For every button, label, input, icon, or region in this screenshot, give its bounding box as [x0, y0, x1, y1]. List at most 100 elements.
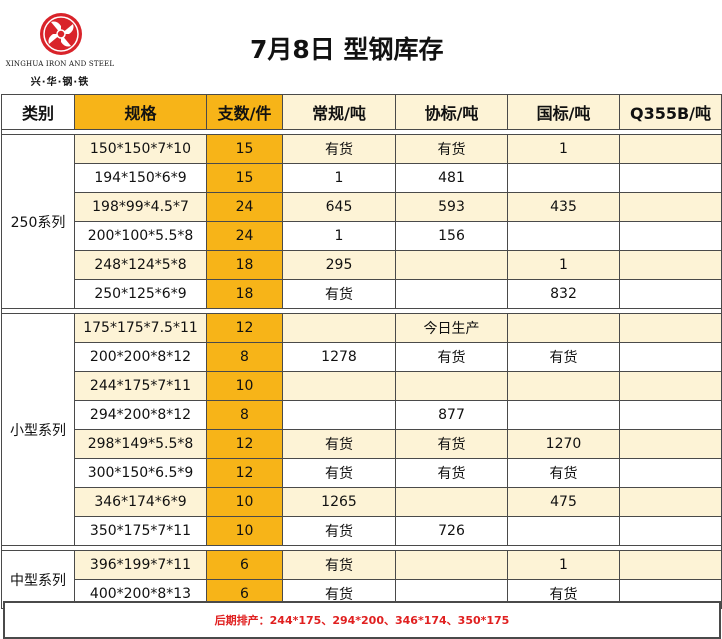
- national-cell: 435: [507, 192, 620, 222]
- table-row: 小型系列 175*175*7.5*11 12 今日生产: [1, 313, 722, 546]
- regular-cell: 有货: [282, 134, 396, 164]
- national-cell: [507, 516, 620, 546]
- association-cell: 今日生产: [395, 313, 508, 343]
- count-cell: 12: [206, 313, 283, 343]
- count-cell: 6: [206, 550, 283, 580]
- table-row: 248*124*5*8 18 295 1: [2, 250, 722, 280]
- national-cell: [507, 221, 620, 251]
- national-cell: 475: [507, 487, 620, 517]
- table-row: 194*150*6*9 15 1 481: [2, 163, 722, 193]
- category-cell: 小型系列: [1, 313, 75, 546]
- national-cell: 832: [507, 279, 620, 309]
- count-cell: 8: [206, 400, 283, 430]
- count-cell: 12: [206, 458, 283, 488]
- company-logo: XINGHUA IRON AND STEEL 兴·华·钢·铁: [2, 4, 118, 90]
- count-cell: 15: [206, 134, 283, 164]
- column-header-regular: 常规/吨: [282, 94, 396, 130]
- q355b-cell: [619, 163, 722, 193]
- association-cell: 有货: [395, 342, 508, 372]
- regular-cell: 1278: [282, 342, 396, 372]
- table-row: 298*149*5.5*8 12 有货 有货 1270: [2, 429, 722, 459]
- q355b-cell: [619, 550, 722, 580]
- q355b-cell: [619, 279, 722, 309]
- spec-cell: 200*200*8*12: [74, 342, 207, 372]
- spec-cell: 346*174*6*9: [74, 487, 207, 517]
- association-cell: 156: [395, 221, 508, 251]
- count-cell: 18: [206, 279, 283, 309]
- count-cell: 15: [206, 163, 283, 193]
- spec-cell: 350*175*7*11: [74, 516, 207, 546]
- count-cell: 24: [206, 221, 283, 251]
- regular-cell: [282, 371, 396, 401]
- spec-cell: 298*149*5.5*8: [74, 429, 207, 459]
- table-row: 244*175*7*11 10: [2, 371, 722, 401]
- regular-cell: [282, 313, 396, 343]
- regular-cell: 有货: [282, 458, 396, 488]
- category-cell: 中型系列: [1, 550, 75, 609]
- spec-cell: 175*175*7.5*11: [74, 313, 207, 343]
- national-cell: 1: [507, 250, 620, 280]
- association-cell: [395, 550, 508, 580]
- q355b-cell: [619, 192, 722, 222]
- regular-cell: 有货: [282, 279, 396, 309]
- logo-english-name: XINGHUA IRON AND STEEL: [5, 60, 115, 68]
- regular-cell: 1: [282, 221, 396, 251]
- column-header-national: 国标/吨: [507, 94, 620, 130]
- q355b-cell: [619, 516, 722, 546]
- table-row: 294*200*8*12 8 877: [2, 400, 722, 430]
- spec-cell: 250*125*6*9: [74, 279, 207, 309]
- national-cell: 有货: [507, 458, 620, 488]
- national-cell: 有货: [507, 342, 620, 372]
- table-row: 250系列 150*150*7*10 15 有货 有货 1: [1, 134, 722, 309]
- q355b-cell: [619, 342, 722, 372]
- association-cell: 有货: [395, 429, 508, 459]
- table-header-row: 类别 规格 支数/件 常规/吨 协标/吨 国标/吨 Q355B/吨: [1, 94, 722, 130]
- column-header-category: 类别: [1, 94, 75, 130]
- regular-cell: 有货: [282, 516, 396, 546]
- national-cell: [507, 313, 620, 343]
- spec-cell: 396*199*7*11: [74, 550, 207, 580]
- table-row: 198*99*4.5*7 24 645 593 435: [2, 192, 722, 222]
- regular-cell: 1: [282, 163, 396, 193]
- table-row: 250*125*6*9 18 有货 832: [2, 279, 722, 309]
- spec-cell: 194*150*6*9: [74, 163, 207, 193]
- regular-cell: 645: [282, 192, 396, 222]
- table-row: 346*174*6*9 10 1265 475: [2, 487, 722, 517]
- table-row: 350*175*7*11 10 有货 726: [2, 516, 722, 546]
- column-header-spec: 规格: [74, 94, 207, 130]
- count-cell: 10: [206, 487, 283, 517]
- footer-note-box: 后期排产：244*175、294*200、346*174、350*175: [3, 601, 721, 639]
- count-cell: 24: [206, 192, 283, 222]
- count-cell: 10: [206, 371, 283, 401]
- q355b-cell: [619, 313, 722, 343]
- table-row: 中型系列 396*199*7*11 6 有货 1: [1, 550, 722, 609]
- association-cell: 877: [395, 400, 508, 430]
- spec-cell: 248*124*5*8: [74, 250, 207, 280]
- future-production-note: 后期排产：244*175、294*200、346*174、350*175: [214, 614, 510, 627]
- spec-cell: 150*150*7*10: [74, 134, 207, 164]
- national-cell: [507, 371, 620, 401]
- national-cell: [507, 163, 620, 193]
- association-cell: [395, 250, 508, 280]
- regular-cell: 1265: [282, 487, 396, 517]
- association-cell: [395, 371, 508, 401]
- national-cell: 1270: [507, 429, 620, 459]
- q355b-cell: [619, 371, 722, 401]
- count-cell: 10: [206, 516, 283, 546]
- q355b-cell: [619, 429, 722, 459]
- category-cell: 250系列: [1, 134, 75, 309]
- count-cell: 18: [206, 250, 283, 280]
- regular-cell: 295: [282, 250, 396, 280]
- association-cell: [395, 487, 508, 517]
- inventory-table: 类别 规格 支数/件 常规/吨 协标/吨 国标/吨 Q355B/吨 250系列 …: [1, 94, 722, 609]
- spec-cell: 200*100*5.5*8: [74, 221, 207, 251]
- column-header-count: 支数/件: [206, 94, 283, 130]
- page-title: 7月8日 型钢库存: [250, 35, 444, 64]
- spec-cell: 198*99*4.5*7: [74, 192, 207, 222]
- count-cell: 8: [206, 342, 283, 372]
- national-cell: 1: [507, 550, 620, 580]
- association-cell: 726: [395, 516, 508, 546]
- xinghua-logo-icon: [40, 13, 82, 55]
- table-row: 200*100*5.5*8 24 1 156: [2, 221, 722, 251]
- spec-cell: 244*175*7*11: [74, 371, 207, 401]
